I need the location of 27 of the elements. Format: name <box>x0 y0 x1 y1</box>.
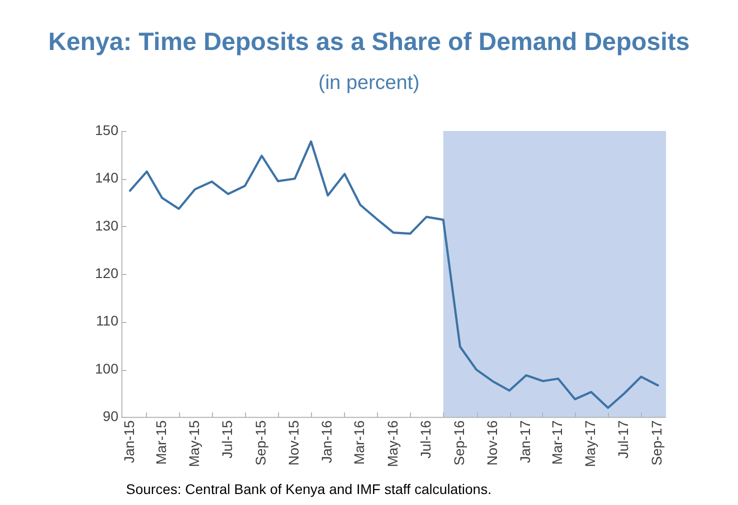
x-tick-label: Mar-15 <box>152 420 169 465</box>
y-tick-label: 140 <box>95 170 119 186</box>
x-tick-label: May-15 <box>186 420 202 468</box>
x-tick-label: Sep-16 <box>450 420 467 466</box>
x-tick-label: May-17 <box>582 420 598 468</box>
chart-title: Kenya: Time Deposits as a Share of Demand Deposits <box>47 28 691 57</box>
y-tick-label: 150 <box>95 122 119 138</box>
x-tick-label: Mar-17 <box>549 420 566 465</box>
x-tick-label: Nov-15 <box>286 420 302 466</box>
y-tick-label: 120 <box>95 265 119 282</box>
x-tick-label: Jan-17 <box>517 420 534 464</box>
x-tick-label: Sep-17 <box>648 420 665 466</box>
y-tick-label: 90 <box>102 408 119 424</box>
y-tick-label: 100 <box>95 360 119 376</box>
x-tick-label: Jan-15 <box>120 420 137 464</box>
x-tick-label: Jan-16 <box>318 420 335 464</box>
y-tick-label: 130 <box>95 217 119 234</box>
x-tick-label: Nov-16 <box>484 420 500 466</box>
chart-subtitle: (in percent) <box>317 72 421 95</box>
x-tick-label: Jul-15 <box>218 420 235 458</box>
x-tick-label: Mar-16 <box>351 420 368 465</box>
x-tick-label: Jul-17 <box>615 420 632 458</box>
x-tick-label: Sep-15 <box>252 420 269 466</box>
x-tick-label: Jul-16 <box>417 420 434 458</box>
x-tick-label: May-16 <box>384 420 400 468</box>
y-tick-label: 110 <box>96 312 119 329</box>
source-note: Sources: Central Bank of Kenya and IMF staff calculations. <box>126 481 492 497</box>
